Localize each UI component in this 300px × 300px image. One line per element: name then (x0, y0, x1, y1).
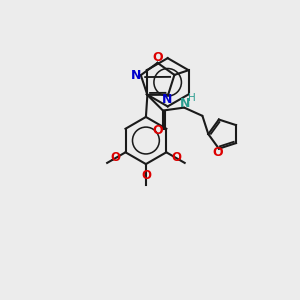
Text: H: H (188, 93, 196, 103)
Text: O: O (152, 51, 163, 64)
Text: N: N (130, 69, 141, 82)
Text: O: O (111, 152, 121, 164)
Text: O: O (152, 124, 163, 137)
Text: N: N (180, 97, 190, 110)
Text: O: O (212, 146, 223, 159)
Text: N: N (161, 93, 172, 106)
Text: O: O (141, 169, 151, 182)
Text: O: O (171, 152, 181, 164)
